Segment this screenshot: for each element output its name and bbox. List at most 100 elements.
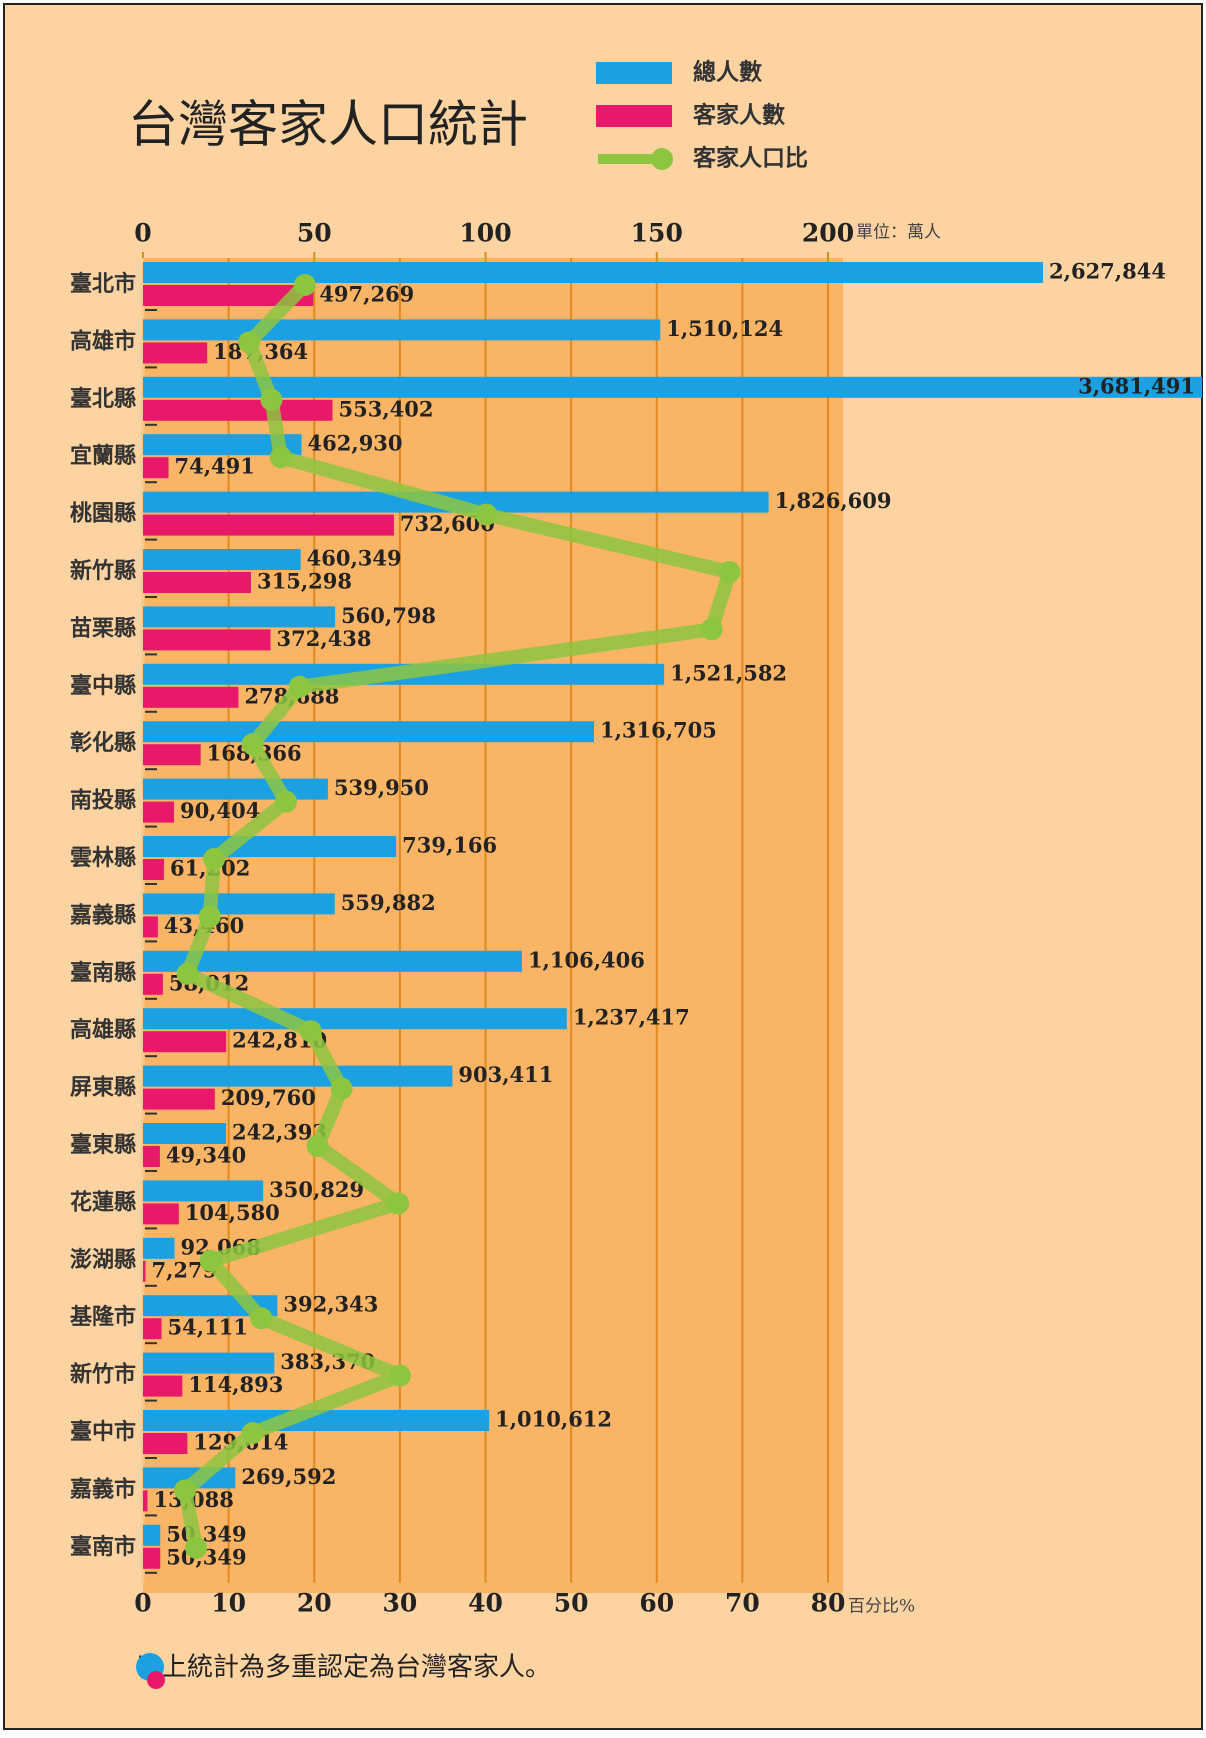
total-bar — [143, 1352, 275, 1374]
x2-tick-label: 20 — [297, 1588, 332, 1617]
value-label: 497,269 — [319, 282, 414, 307]
value-label: 54,111 — [168, 1315, 248, 1340]
value-label: 739,166 — [402, 833, 497, 858]
ratio-point — [250, 1307, 273, 1330]
legend-label: 客家人數 — [693, 102, 785, 129]
category-label: 屏東縣 — [70, 1075, 136, 1101]
category-label: 臺北市 — [70, 271, 136, 297]
value-label: 269,592 — [241, 1464, 336, 1489]
hakka-bar — [143, 859, 164, 880]
x-tick-label: 150 — [631, 219, 683, 248]
value-label: 1,521,582 — [670, 660, 787, 685]
x2-tick-label: 40 — [468, 1588, 503, 1617]
category-label: 嘉義縣 — [70, 902, 136, 928]
hakka-bar — [143, 1031, 227, 1053]
total-bar — [143, 1237, 175, 1259]
total-bar — [143, 1123, 227, 1144]
category-label: 南投縣 — [70, 788, 136, 814]
category-label: 臺東縣 — [70, 1132, 136, 1158]
hakka-bar — [143, 1146, 160, 1167]
hakka-bar — [143, 457, 169, 479]
ratio-point — [293, 274, 316, 296]
value-label: 209,760 — [221, 1085, 316, 1110]
x2-tick-label: 80 — [811, 1588, 846, 1617]
total-bar — [143, 1524, 161, 1546]
hakka-bar — [143, 629, 271, 651]
value-label: 114,893 — [188, 1372, 283, 1397]
legend-label: 客家人口比 — [693, 145, 808, 172]
category-label: 桃園縣 — [70, 501, 136, 527]
value-label: 372,438 — [277, 626, 372, 651]
total-bar — [143, 778, 328, 800]
value-label: 553,402 — [339, 396, 434, 421]
total-bar — [143, 1065, 453, 1087]
legend-swatch — [596, 105, 672, 127]
value-label: 2,627,844 — [1049, 259, 1166, 284]
hakka-bar — [143, 399, 333, 421]
hakka-bar — [143, 916, 158, 938]
x-unit-label: 單位：萬人 — [856, 223, 941, 243]
ratio-point — [330, 1077, 353, 1100]
value-label: 559,882 — [341, 890, 436, 915]
ratio-point — [203, 848, 226, 870]
ratio-point — [241, 733, 264, 756]
category-label: 臺中縣 — [70, 673, 136, 699]
legend-label: 總人數 — [693, 59, 762, 86]
value-label: 462,930 — [308, 431, 403, 456]
category-label: 高雄市 — [70, 328, 136, 354]
value-label: 49,340 — [166, 1143, 246, 1168]
value-label: 3,681,491 — [1078, 373, 1195, 398]
ratio-point — [173, 1479, 196, 1502]
category-label: 雲林縣 — [70, 845, 136, 871]
x-tick-label: 50 — [297, 219, 332, 248]
value-label: 1,010,612 — [495, 1407, 612, 1432]
hakka-bar — [143, 744, 201, 766]
hakka-bar — [143, 285, 314, 306]
value-label: 90,404 — [180, 798, 260, 823]
ratio-point — [176, 962, 199, 985]
x-tick-label: 0 — [134, 219, 151, 248]
total-bar — [143, 893, 335, 915]
value-label: 350,829 — [269, 1177, 364, 1202]
ratio-point — [238, 331, 261, 354]
hakka-bar — [143, 1088, 215, 1110]
category-label: 基隆市 — [70, 1304, 136, 1330]
value-label: 1,510,124 — [666, 316, 783, 341]
ratio-point — [387, 1192, 410, 1215]
value-label: 1,826,609 — [775, 488, 892, 513]
x-tick-label: 200 — [802, 219, 854, 248]
footnote: 以上統計為多重認定為台灣客家人。 — [135, 1653, 551, 1683]
value-label: 74,491 — [175, 454, 255, 479]
x-tick-label: 100 — [459, 219, 511, 248]
hakka-bar — [143, 342, 208, 364]
ratio-point — [241, 1422, 264, 1444]
total-bar — [143, 376, 1202, 398]
x2-tick-label: 60 — [639, 1588, 674, 1617]
category-label: 澎湖縣 — [70, 1247, 136, 1273]
value-label: 392,343 — [283, 1292, 378, 1317]
hakka-bar — [143, 1547, 161, 1569]
hakka-bar — [143, 1433, 188, 1454]
ratio-point — [718, 561, 741, 583]
ratio-point — [700, 618, 723, 641]
ratio-point — [388, 1364, 411, 1387]
x2-unit-label: 百分比% — [848, 1596, 915, 1616]
category-label: 臺南市 — [70, 1534, 136, 1560]
hakka-bar — [143, 1203, 179, 1225]
ratio-point — [299, 1020, 322, 1043]
value-label: 50,349 — [166, 1521, 246, 1546]
category-label: 臺南縣 — [70, 960, 136, 986]
total-bar — [143, 262, 1044, 283]
total-bar — [143, 721, 594, 743]
value-label: 539,950 — [334, 775, 429, 800]
total-bar — [143, 950, 522, 972]
category-label: 高雄縣 — [70, 1017, 136, 1043]
x2-tick-label: 10 — [211, 1588, 246, 1617]
hakka-bar — [143, 1260, 146, 1282]
category-label: 臺中市 — [70, 1419, 136, 1445]
hakka-bar — [143, 514, 394, 536]
ratio-point — [274, 790, 297, 813]
total-bar — [143, 319, 661, 341]
category-label: 新竹縣 — [70, 558, 136, 584]
total-bar — [143, 549, 301, 570]
